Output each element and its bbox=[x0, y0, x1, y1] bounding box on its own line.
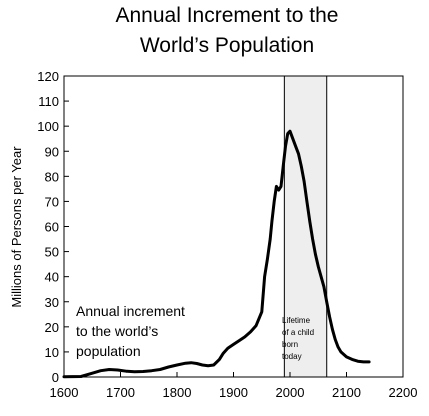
y-tick-label: 40 bbox=[45, 270, 59, 285]
population-increment-line bbox=[62, 129, 371, 379]
band-label-line-4: today bbox=[282, 352, 302, 361]
y-tick-label: 50 bbox=[45, 245, 59, 260]
y-tick-label: 20 bbox=[45, 320, 59, 335]
band-label-line-3: born bbox=[282, 340, 298, 349]
y-tick-label: 100 bbox=[37, 119, 59, 134]
x-tick-label: 2200 bbox=[389, 385, 418, 400]
x-tick-label: 1900 bbox=[219, 385, 248, 400]
lifetime-band bbox=[283, 75, 328, 378]
y-axis-ticks: 0 10 20 30 40 50 60 70 80 90 100 110 120 bbox=[37, 69, 69, 385]
x-tick-label: 2000 bbox=[276, 385, 305, 400]
y-tick-label: 80 bbox=[45, 169, 59, 184]
x-tick-label: 1700 bbox=[106, 385, 135, 400]
y-tick-label: 70 bbox=[45, 194, 59, 209]
annotation-line-3: population bbox=[76, 343, 141, 359]
y-tick-label: 10 bbox=[45, 345, 59, 360]
x-axis-ticks: 1600 1700 1800 1900 2000 2100 2200 bbox=[50, 372, 418, 400]
y-tick-label: 90 bbox=[45, 144, 59, 159]
annotation-line-1: Annual increment bbox=[76, 303, 185, 319]
y-tick-label: 30 bbox=[45, 295, 59, 310]
x-tick-label: 2100 bbox=[332, 385, 361, 400]
chart-title-line-1: Annual Increment to the bbox=[116, 4, 339, 27]
y-tick-label: 110 bbox=[38, 94, 59, 109]
y-tick-label: 120 bbox=[37, 69, 59, 84]
y-axis-label: Millions of Persons per Year bbox=[9, 146, 24, 308]
y-tick-label: 0 bbox=[52, 370, 59, 385]
x-tick-label: 1800 bbox=[163, 385, 192, 400]
chart-title-line-2: World’s Population bbox=[140, 34, 314, 57]
band-label-line-1: Lifetime bbox=[282, 316, 311, 325]
band-label-line-2: of a child bbox=[282, 328, 314, 337]
annotation-line-2: to the world’s bbox=[76, 323, 158, 339]
y-tick-label: 60 bbox=[45, 220, 59, 235]
x-tick-label: 1600 bbox=[50, 385, 79, 400]
